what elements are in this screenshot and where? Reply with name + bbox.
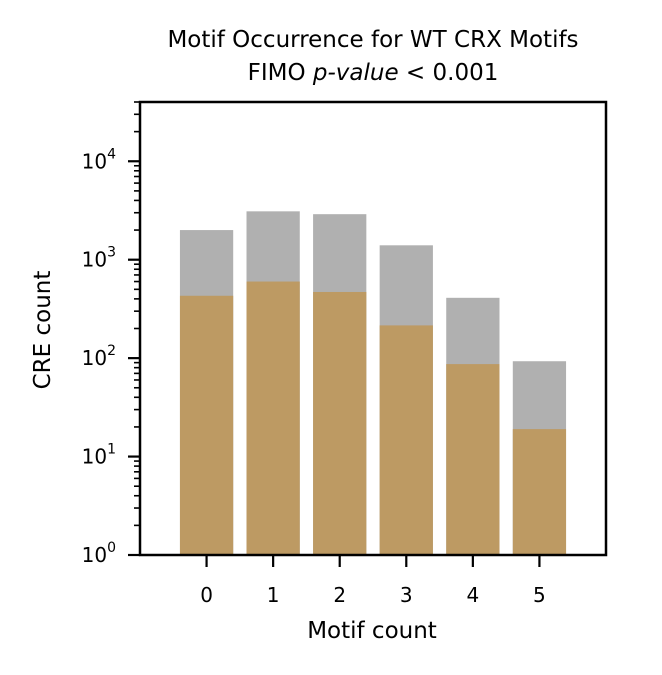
subtitle-suffix: < 0.001: [398, 60, 499, 86]
x-axis-label: Motif count: [307, 618, 437, 644]
y-tick-label: 101: [82, 442, 116, 469]
y-tick-label: 103: [82, 245, 116, 272]
bar-series1-1: [246, 281, 300, 555]
x-tick-label: 4: [466, 583, 479, 607]
y-axis: 100 101 102 103 104: [82, 101, 140, 567]
x-tick-label: 3: [400, 583, 413, 607]
bar-series1-4: [446, 364, 500, 555]
x-axis: 0 1 2 3 4 5: [200, 555, 546, 607]
bar-series1-0: [179, 295, 234, 555]
y-tick-label: 104: [82, 146, 116, 173]
bar-series1-3: [379, 325, 433, 555]
x-tick-label: 0: [200, 583, 213, 607]
x-tick-label: 1: [267, 583, 280, 607]
y-axis-label: CRE count: [30, 271, 56, 390]
x-tick-label: 5: [533, 583, 546, 607]
chart-subtitle: FIMO p-value < 0.001: [140, 60, 606, 86]
bar-series1-2: [313, 291, 367, 555]
chart-title: Motif Occurrence for WT CRX Motifs: [167, 27, 579, 53]
bar-series1-5: [512, 429, 567, 555]
x-tick-label: 2: [333, 583, 346, 607]
y-tick-label: 100: [82, 540, 116, 567]
subtitle-prefix: FIMO: [247, 60, 313, 86]
bars-layer: [179, 211, 567, 555]
y-tick-label: 102: [82, 343, 116, 370]
subtitle-italic: p-value: [312, 60, 399, 86]
